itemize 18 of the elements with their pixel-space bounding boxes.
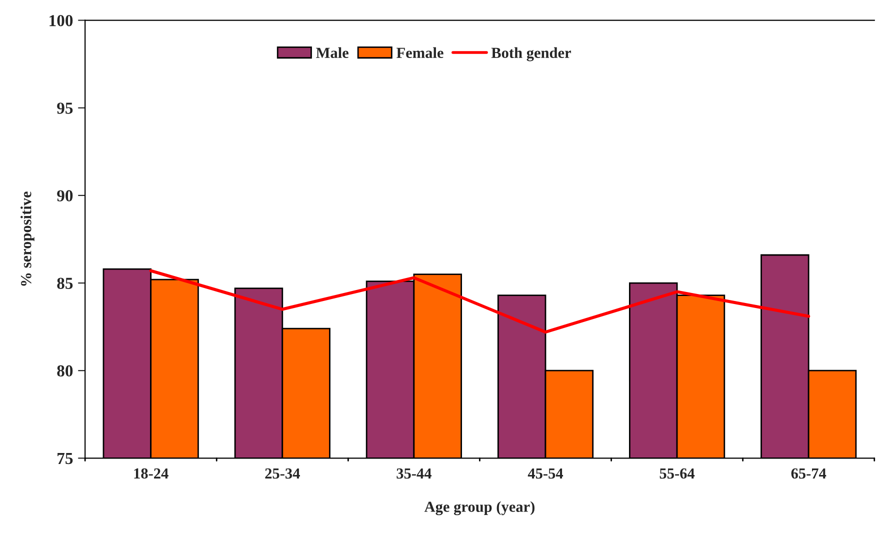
y-tick-label: 100 [50, 14, 73, 26]
y-tick-label: 95 [57, 102, 73, 114]
x-tick-label: 55-64 [660, 468, 695, 479]
legend-label: Female [396, 47, 444, 58]
y-axis-title: % seropositive [20, 192, 34, 286]
y-tick-label: 90 [57, 190, 73, 202]
x-tick-label: 35-44 [396, 468, 432, 479]
x-tick-label: 65-74 [791, 468, 826, 479]
y-tick-label: 80 [57, 365, 73, 377]
y-tick-label: 75 [58, 453, 73, 464]
x-tick-label: 25-34 [265, 468, 300, 479]
legend-label: Male [316, 47, 348, 58]
y-tick-label: 85 [57, 278, 73, 289]
legend-label: Both gender [491, 47, 571, 62]
line-series [149, 269, 810, 334]
x-axis-title: Age group (year) [424, 501, 534, 516]
x-tick-label: 18-24 [134, 468, 168, 479]
x-tick-label: 45-54 [528, 468, 564, 479]
